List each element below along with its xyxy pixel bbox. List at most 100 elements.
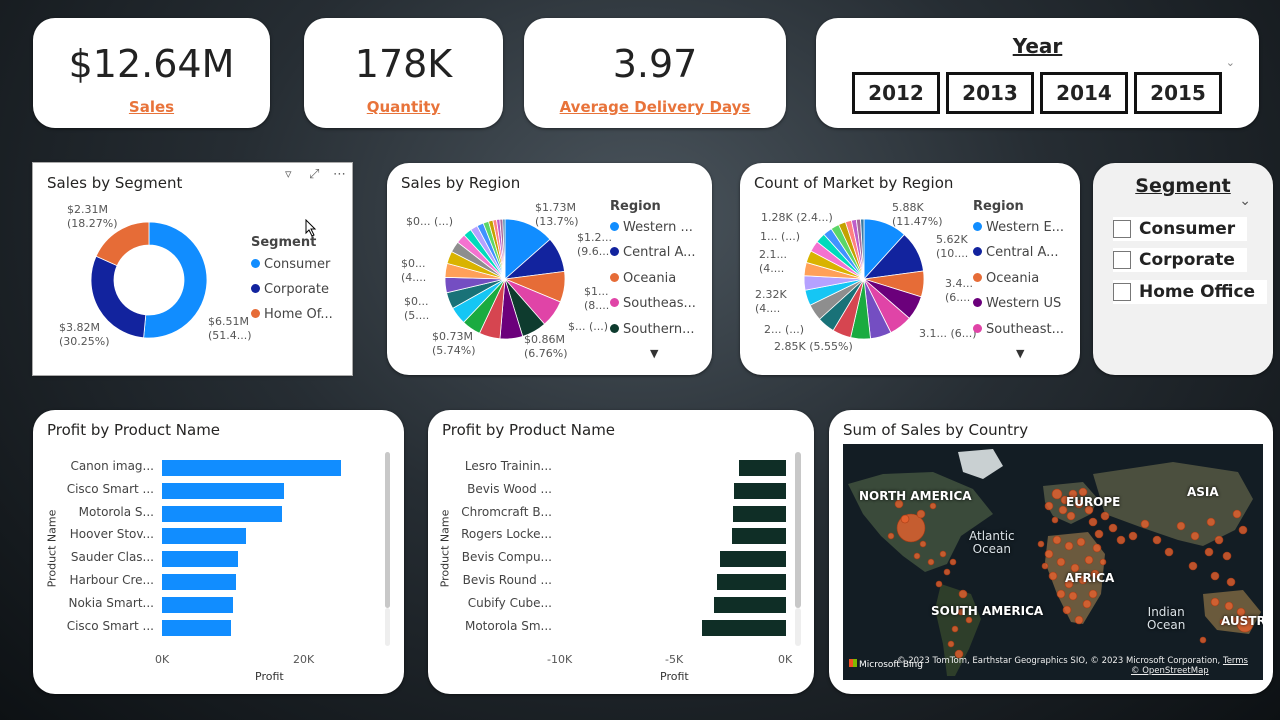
legend-item-market-1[interactable]: Western E... (973, 220, 1064, 235)
map-bubble[interactable] (1044, 549, 1054, 559)
map-bubble[interactable] (927, 558, 935, 566)
legend-item-region-4[interactable]: Southeas... (610, 296, 696, 311)
map-bubble[interactable] (1068, 591, 1078, 601)
map-bubble[interactable] (965, 616, 973, 624)
map-bubble[interactable] (951, 625, 959, 633)
map-bubble[interactable] (935, 580, 943, 588)
map-bubble[interactable] (1094, 529, 1104, 539)
checkbox-icon[interactable] (1113, 283, 1131, 301)
map-bubble[interactable] (1074, 615, 1084, 625)
map-bubble[interactable] (1066, 511, 1076, 521)
legend-item-consumer[interactable]: Consumer (251, 257, 330, 272)
map-bubble[interactable] (1068, 489, 1078, 499)
map-bubble[interactable] (1044, 501, 1054, 511)
segment-slice[interactable] (95, 221, 150, 267)
map-bubble[interactable] (1152, 535, 1162, 545)
map-bubble[interactable] (1060, 495, 1070, 505)
map-bubble[interactable] (1052, 535, 1062, 545)
map-bubble[interactable] (1226, 577, 1236, 587)
map-bubble[interactable] (913, 552, 921, 560)
map-bubble[interactable] (1051, 516, 1059, 524)
bar[interactable] (162, 574, 237, 590)
bar[interactable] (162, 460, 341, 476)
sales-by-segment-card[interactable]: Sales by Segment ▿ ⤢ ⋯ $2.31M (18.27%) $3… (32, 162, 353, 376)
map-bubble[interactable] (1238, 525, 1248, 535)
map-bubble[interactable] (1088, 517, 1098, 527)
legend-item-region-3[interactable]: Oceania (610, 271, 676, 286)
map-bubble[interactable] (887, 532, 895, 540)
segment-donut[interactable] (33, 163, 352, 375)
chevron-down-icon[interactable]: ⌄ (1239, 193, 1251, 209)
map-bubble[interactable] (1176, 521, 1186, 531)
map-bubble[interactable] (1164, 547, 1174, 557)
region-pie[interactable] (387, 163, 712, 375)
map-bubble[interactable] (1100, 511, 1110, 521)
map-bubble[interactable] (929, 502, 937, 510)
map-bubble[interactable] (1064, 579, 1074, 589)
map-bubble[interactable] (957, 608, 965, 616)
map-bubble[interactable] (1190, 531, 1200, 541)
map-bubble[interactable] (1090, 569, 1100, 579)
scrollbar[interactable] (385, 452, 390, 608)
bar[interactable] (162, 596, 233, 613)
map-bubble[interactable] (1140, 519, 1150, 529)
segment-option-home-office[interactable]: Home Office (1113, 280, 1268, 304)
segment-option-corporate[interactable]: Corporate (1113, 248, 1247, 272)
map-bubble[interactable] (1082, 599, 1092, 609)
legend-item-region-2[interactable]: Central A... (610, 245, 696, 260)
map-bubble[interactable] (900, 514, 910, 524)
legend-item-region-5[interactable]: Southern... (610, 322, 695, 337)
map-bubble[interactable] (1037, 540, 1045, 548)
map-bubble[interactable] (1064, 541, 1074, 551)
bar[interactable] (732, 505, 786, 522)
legend-scroll-down-icon[interactable]: ▼ (650, 347, 659, 360)
map-bubble[interactable] (1041, 562, 1049, 570)
map-bubble[interactable] (1188, 561, 1198, 571)
map-bubble[interactable] (1074, 499, 1084, 509)
sales-by-region-card[interactable]: Sales by Region $1.73M (13.7%) $1.2... (9.… (387, 163, 712, 375)
legend-item-market-2[interactable]: Central A... (973, 245, 1059, 260)
world-map[interactable]: NORTH AMERICA EUROPE ASIA AFRICA SOUTH A… (843, 444, 1263, 680)
map-bubble[interactable] (1048, 571, 1058, 581)
map-bubble[interactable] (1199, 636, 1207, 644)
bar[interactable] (162, 528, 246, 545)
map-bubble[interactable] (958, 589, 968, 599)
region-slice[interactable] (502, 218, 506, 280)
map-bubble[interactable] (1056, 589, 1066, 599)
legend-item-market-4[interactable]: Western US (973, 296, 1061, 311)
map-bubble[interactable] (1219, 618, 1227, 626)
chevron-down-icon[interactable]: ⌄ (1225, 56, 1235, 69)
map-bubble[interactable] (1108, 523, 1118, 533)
focus-mode-icon[interactable]: ⤢ (309, 167, 320, 182)
map-bubble[interactable] (1128, 531, 1138, 541)
map-bubble[interactable] (1084, 555, 1094, 565)
map-bubble[interactable] (1214, 535, 1224, 545)
map-bubble[interactable] (1224, 601, 1234, 611)
legend-item-corporate[interactable]: Corporate (251, 282, 329, 297)
bar[interactable] (162, 482, 284, 499)
bar[interactable] (713, 596, 786, 613)
map-bubble[interactable] (1056, 557, 1066, 567)
map-bubble[interactable] (1232, 509, 1242, 519)
bar[interactable] (731, 528, 786, 545)
scrollbar[interactable] (795, 452, 801, 608)
kpi-quantity-label[interactable]: Quantity (366, 98, 441, 116)
map-bubble[interactable] (1099, 558, 1107, 566)
legend-item-region-1[interactable]: Western ... (610, 220, 693, 235)
map-bubble[interactable] (1236, 615, 1254, 633)
profit-bottom-card[interactable]: Profit by Product Name Product Name Lesr… (428, 410, 814, 694)
osm-link[interactable]: © OpenStreetMap (1131, 666, 1209, 676)
bar[interactable] (162, 551, 238, 568)
bar[interactable] (720, 551, 786, 568)
map-bubble[interactable] (1076, 537, 1086, 547)
map-bubble[interactable] (1210, 597, 1220, 607)
map-bubble[interactable] (894, 499, 904, 509)
terms-link[interactable]: Terms (1222, 656, 1248, 666)
map-bubble[interactable] (1088, 589, 1098, 599)
bar[interactable] (734, 482, 786, 499)
bar[interactable] (717, 574, 786, 590)
legend-scroll-down-icon[interactable]: ▼ (1016, 347, 1025, 360)
map-bubble[interactable] (1206, 517, 1216, 527)
more-options-icon[interactable]: ⋯ (333, 167, 346, 182)
legend-item-market-5[interactable]: Southeast... (973, 322, 1064, 337)
